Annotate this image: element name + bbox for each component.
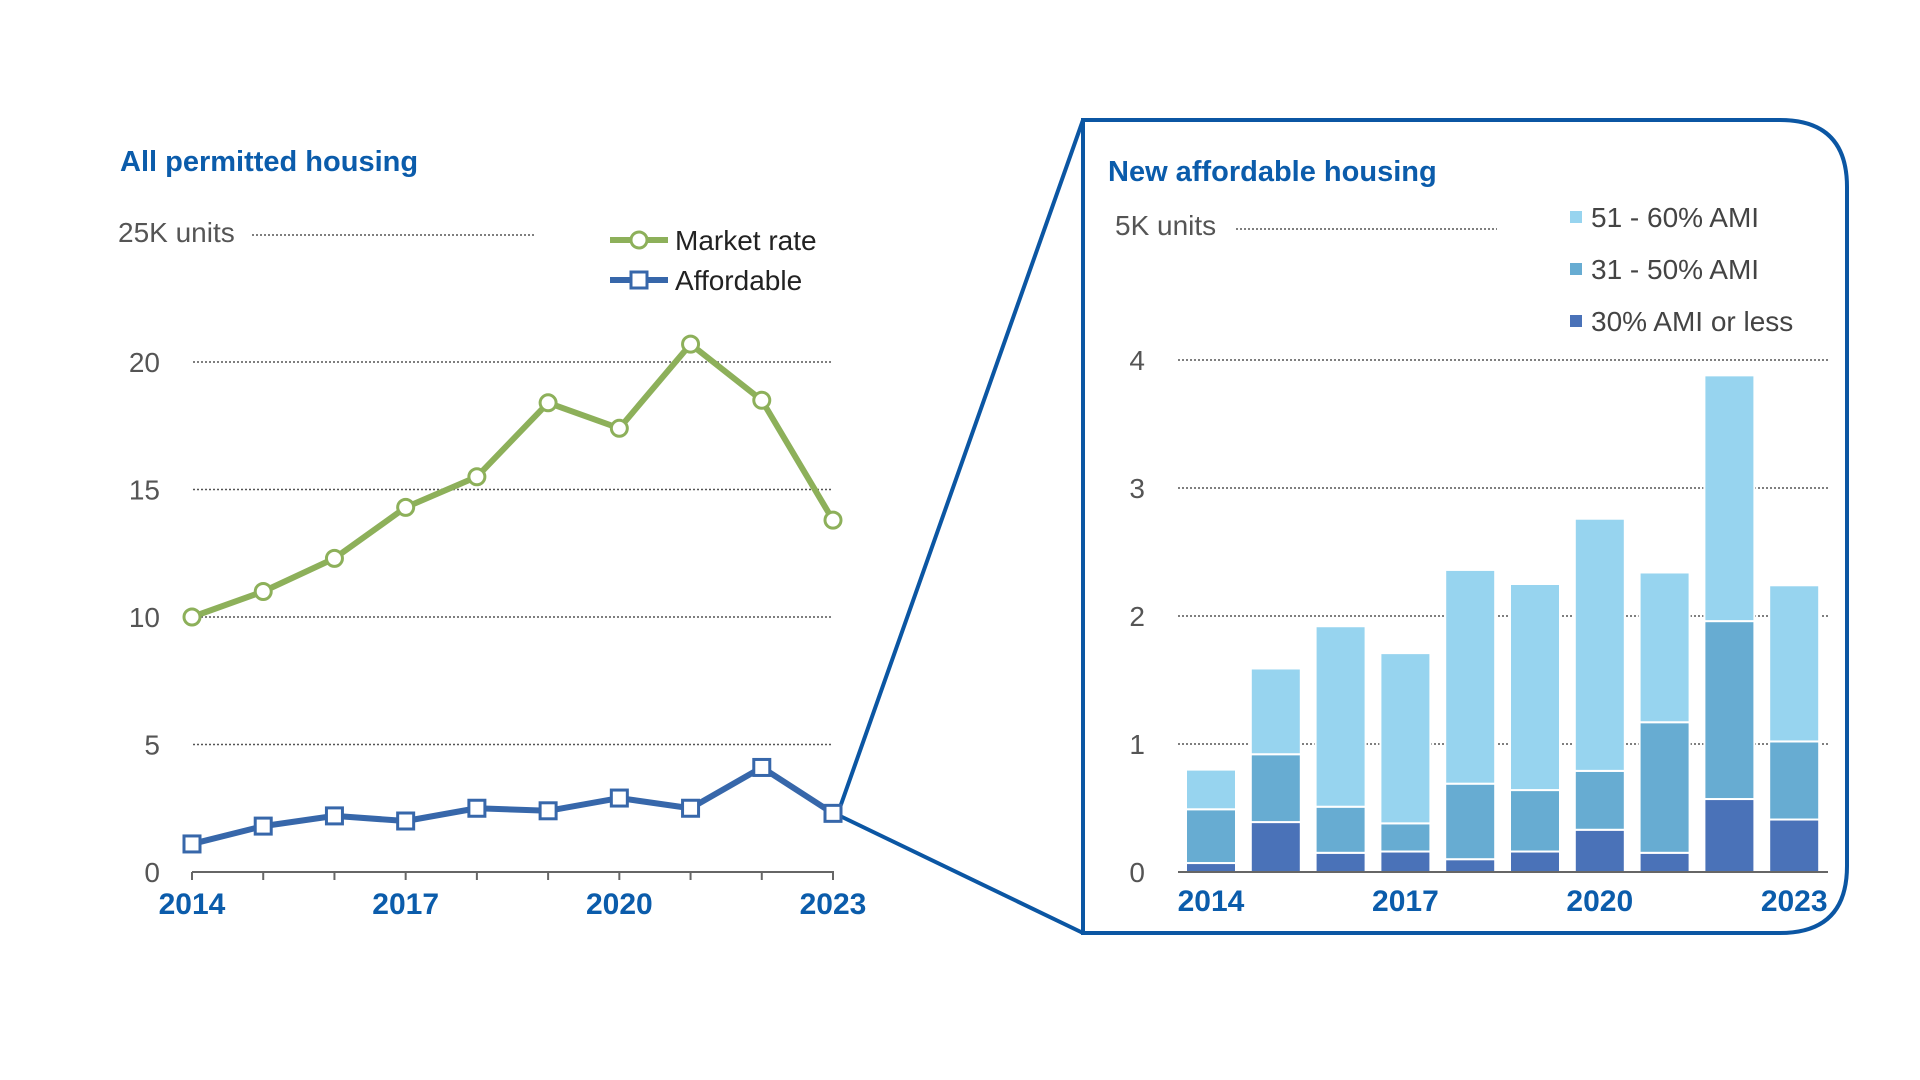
market-rate-point [752, 390, 772, 410]
affordable-point [538, 801, 558, 821]
bar-segment-ami31-50 [1768, 740, 1821, 821]
market-rate-point [467, 467, 487, 487]
right-legend-swatch [1570, 211, 1582, 223]
bar-segment-ami31-50 [1444, 782, 1497, 861]
right-chart-title: New affordable housing [1108, 156, 1437, 188]
affordable-line [191, 764, 835, 847]
bar-segment-ami30 [1185, 862, 1237, 873]
left-ytick-label: 10 [129, 602, 160, 633]
bar-segment-ami31-50 [1185, 808, 1237, 865]
affordable-point [823, 803, 843, 823]
bar-segment-ami51-60 [1249, 667, 1302, 756]
affordable-point [752, 757, 772, 777]
bar-segment-ami51-60 [1444, 568, 1497, 785]
affordable-point [609, 788, 629, 808]
market-rate-point [182, 607, 202, 627]
left-ytick-label: 5 [144, 730, 160, 761]
legend-marker-circle [629, 230, 649, 250]
bar-segment-ami31-50 [1509, 789, 1561, 853]
right-ytick-label: 1 [1129, 729, 1145, 760]
right-xtick-label: 2023 [1761, 885, 1828, 918]
right-legend-swatch [1570, 263, 1582, 275]
right-legend-label: 30% AMI or less [1591, 306, 1793, 337]
bar-segment-ami51-60 [1185, 768, 1237, 811]
right-legend-swatch [1570, 315, 1582, 327]
bar-segment-ami30 [1379, 850, 1432, 874]
bar-segment-ami30 [1509, 850, 1561, 874]
bar-segment-ami30 [1573, 828, 1626, 874]
right-unit-label: 5K units [1115, 210, 1216, 241]
zoom-connector-top [836, 119, 1085, 814]
bar-segment-ami30 [1314, 851, 1367, 873]
market-rate-line [190, 341, 836, 620]
right-bar-chart: 0 1 2 3 4 2014 2017 2020 2023 51 - 60% AMI 31 - 50… [1129, 202, 1828, 918]
bar-segment-ami51-60 [1509, 583, 1561, 792]
left-ytick-label: 15 [129, 475, 160, 506]
bar-segment-ami30 [1703, 798, 1756, 873]
right-ytick-label: 4 [1129, 345, 1145, 376]
affordable-point [396, 811, 416, 831]
bar-segment-ami30 [1638, 851, 1691, 873]
zoom-connector-bottom [837, 813, 1084, 935]
left-xtick-label: 2023 [800, 888, 867, 921]
bar-segment-ami51-60 [1638, 571, 1691, 724]
bar-segment-ami51-60 [1703, 374, 1756, 623]
bar-segment-ami51-60 [1314, 625, 1367, 808]
bar-segment-ami31-50 [1638, 721, 1691, 854]
right-legend-label: 51 - 60% AMI [1591, 202, 1759, 233]
right-ytick-label: 3 [1129, 473, 1145, 504]
bar-segment-ami31-50 [1314, 805, 1367, 854]
left-line-chart: 0 5 10 15 20 2014 2017 2020 2023 Market rate Affor… [129, 225, 867, 921]
bar-segment-ami51-60 [1768, 584, 1821, 743]
bar-segment-ami31-50 [1249, 753, 1302, 824]
affordable-point [253, 816, 273, 836]
market-rate-point [823, 510, 843, 530]
legend-marker-square [629, 270, 649, 290]
bar-segment-ami30 [1444, 858, 1497, 874]
affordable-point [324, 806, 344, 826]
left-xtick-label: 2014 [159, 888, 226, 921]
right-ytick-label: 0 [1129, 857, 1145, 888]
bar-segment-ami31-50 [1379, 822, 1432, 853]
market-rate-point [324, 548, 344, 568]
affordable-point [467, 798, 487, 818]
market-rate-point [396, 497, 416, 517]
bar-segment-ami31-50 [1573, 769, 1626, 831]
market-rate-point [681, 334, 701, 354]
market-rate-point [538, 393, 558, 413]
right-xtick-label: 2014 [1178, 885, 1245, 918]
left-ytick-label: 0 [144, 857, 160, 888]
zoom-panel-frame [1081, 118, 1849, 935]
right-xtick-label: 2020 [1566, 885, 1633, 918]
left-xtick-label: 2020 [586, 888, 653, 921]
left-ytick-label: 20 [129, 347, 160, 378]
left-chart-title: All permitted housing [120, 146, 418, 178]
market-rate-point [253, 582, 273, 601]
left-legend-label: Affordable [675, 265, 802, 296]
bar-segment-ami51-60 [1379, 652, 1432, 825]
bar-segment-ami51-60 [1573, 517, 1626, 772]
right-ytick-label: 2 [1129, 601, 1145, 632]
affordable-point [182, 834, 202, 854]
bar-segment-ami31-50 [1703, 620, 1756, 801]
bar-segment-ami30 [1249, 821, 1302, 874]
right-legend-label: 31 - 50% AMI [1591, 254, 1759, 285]
left-unit-label: 25K units [118, 217, 235, 248]
right-xtick-label: 2017 [1372, 885, 1439, 918]
left-xtick-label: 2017 [372, 888, 439, 921]
bar-segment-ami30 [1768, 818, 1821, 874]
market-rate-point [609, 418, 629, 438]
left-legend-label: Market rate [675, 225, 817, 256]
affordable-point [681, 798, 701, 818]
